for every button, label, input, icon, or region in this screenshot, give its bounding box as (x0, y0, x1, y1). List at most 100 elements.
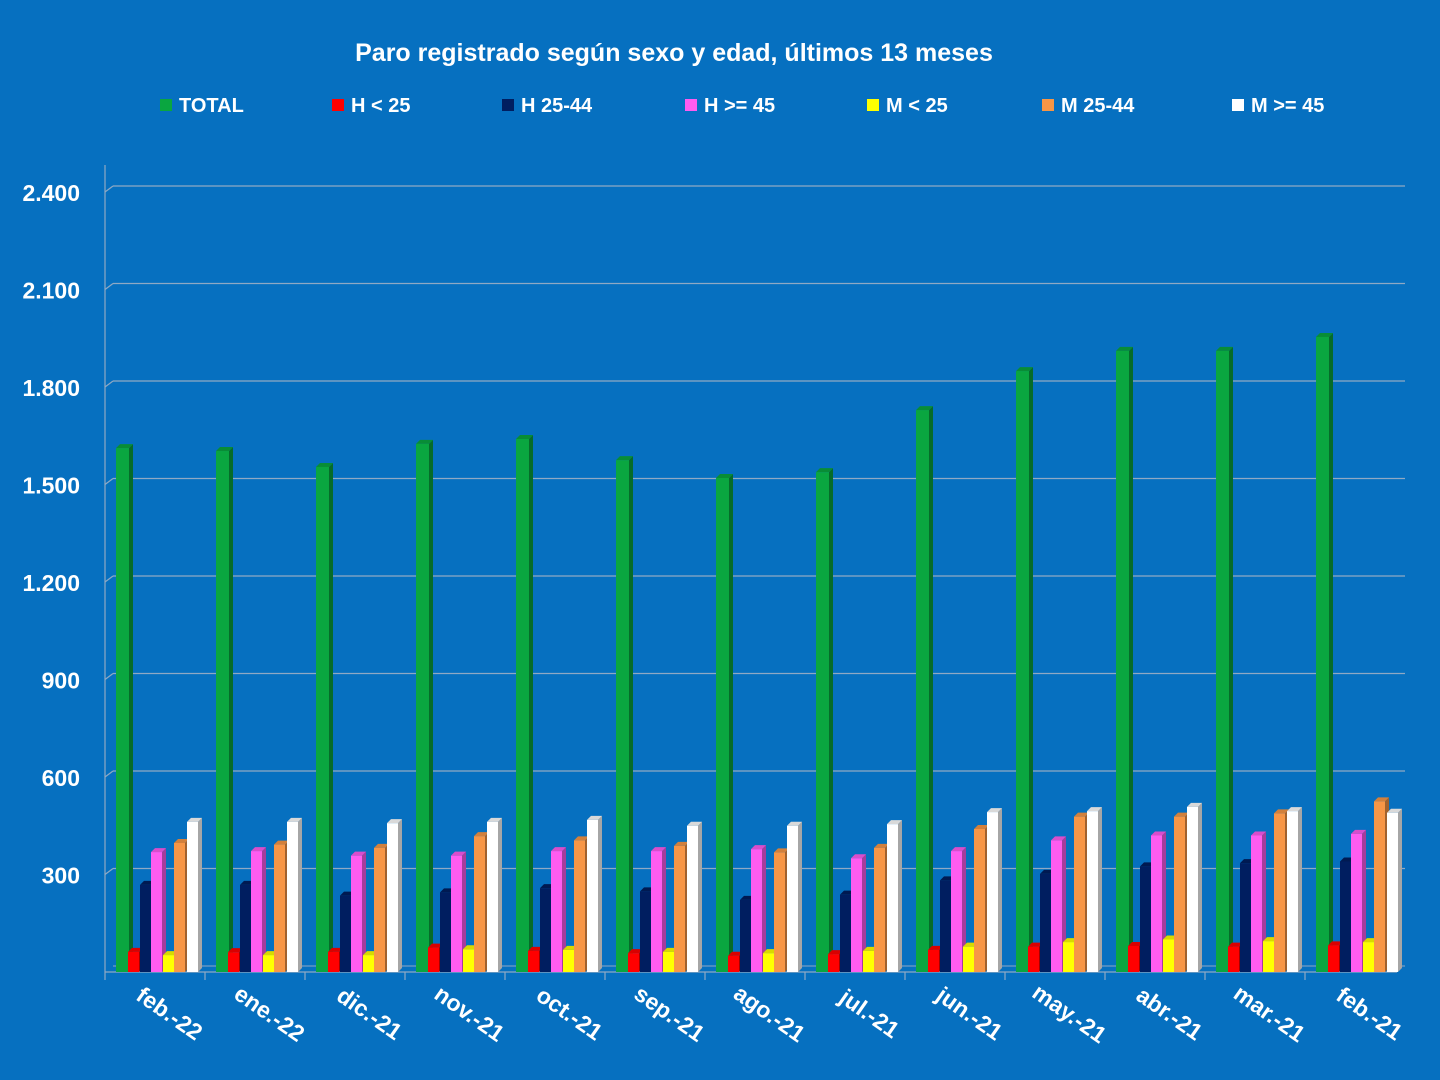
x-tick-label: oct.-21 (532, 982, 608, 1046)
bar-total (1216, 346, 1233, 972)
bars (116, 332, 1402, 973)
bar-side (862, 854, 866, 972)
bar-m-25-44 (674, 841, 689, 972)
legend-item: H >= 45 (685, 95, 775, 117)
bar-m-25-44 (874, 843, 889, 972)
legend-item: M 25-44 (1042, 95, 1135, 117)
legend-label: TOTAL (179, 95, 244, 117)
bar (987, 812, 998, 972)
bar-m-25-44 (274, 840, 289, 972)
bar-top (451, 851, 466, 856)
bar-h-45 (751, 845, 766, 972)
legend-item: TOTAL (160, 95, 244, 117)
bar (1340, 861, 1351, 972)
bar-top (216, 447, 233, 452)
bar (116, 448, 129, 973)
bar-side (129, 444, 133, 973)
bar (663, 951, 674, 972)
bar (640, 891, 651, 972)
bar-top (516, 435, 533, 439)
bar (128, 951, 139, 972)
bar-top (1374, 797, 1389, 802)
bar (428, 947, 439, 972)
bar-m-45 (487, 817, 502, 972)
bar (616, 460, 629, 972)
bar (1187, 806, 1198, 972)
bar-top (874, 843, 889, 848)
bar (687, 825, 698, 972)
bar (474, 836, 485, 972)
bar-m-45 (287, 817, 302, 972)
bar (528, 950, 539, 972)
gridline-diag (104, 185, 114, 193)
bar-side (329, 462, 333, 972)
bar-h-45 (1151, 831, 1166, 972)
bar-total (1116, 346, 1133, 972)
legend-swatch (685, 99, 697, 111)
bar (487, 821, 498, 972)
bar-side (829, 468, 833, 972)
bar-side (198, 817, 202, 972)
bar-h-45 (251, 847, 266, 972)
bar (240, 884, 251, 972)
bar-top (728, 951, 743, 956)
bar (328, 951, 339, 972)
bar (951, 851, 962, 972)
legend-label: M < 25 (886, 95, 948, 117)
bar-top (1228, 942, 1243, 947)
gridlines (104, 185, 1405, 875)
x-tick-label: abr.-21 (1132, 982, 1208, 1046)
bar-top (1116, 346, 1133, 351)
bar-top (916, 406, 933, 411)
bar (1040, 873, 1051, 972)
bar-top (1151, 831, 1166, 836)
bar-h-45 (451, 851, 466, 972)
bar (1351, 833, 1362, 972)
bar (1263, 941, 1274, 972)
bar-side (1362, 829, 1366, 972)
legend: TOTAL H < 25 H 25-44 H >= 45 M < 25 M 25-44 M … (160, 95, 1324, 117)
bar-m-45 (887, 820, 902, 972)
bar (416, 443, 429, 972)
bar-side (262, 847, 266, 972)
y-tick-label: 300 (42, 863, 80, 889)
bar (574, 840, 585, 972)
bar (928, 949, 939, 972)
bar-m-25-44 (1274, 809, 1289, 972)
x-tick-label: feb.-21 (1332, 982, 1408, 1046)
legend-label: M >= 45 (1251, 95, 1324, 117)
bar-top (951, 847, 966, 852)
bar-top (587, 815, 602, 820)
chart-title: Paro registrado según sexo y edad, últim… (355, 39, 993, 67)
bar (1116, 350, 1129, 972)
bar-top (974, 825, 989, 829)
bar-side (1262, 831, 1266, 972)
bar-top (187, 817, 202, 822)
bar-side (1398, 808, 1402, 972)
bar (963, 946, 974, 972)
bar-side (662, 847, 666, 972)
bar-side (798, 821, 802, 972)
bar (728, 955, 739, 972)
bar-side (929, 406, 933, 972)
bar-side (998, 808, 1002, 972)
bar-top (1287, 807, 1302, 812)
bar-side (762, 845, 766, 972)
bar-top (816, 468, 833, 473)
bar (287, 821, 298, 972)
bar (228, 952, 239, 972)
bar-top (1274, 809, 1289, 814)
bar-top (1187, 802, 1202, 807)
bar (251, 851, 262, 972)
bar-top (328, 947, 343, 952)
bar-side (462, 851, 466, 972)
bar-side (1229, 346, 1233, 972)
bar (587, 819, 598, 972)
bar (763, 953, 774, 972)
bar-side (429, 439, 433, 972)
bar-h-45 (851, 854, 866, 972)
gridline-diag (104, 380, 114, 388)
bar-h-45 (1351, 829, 1366, 972)
legend-item: H < 25 (332, 95, 410, 117)
